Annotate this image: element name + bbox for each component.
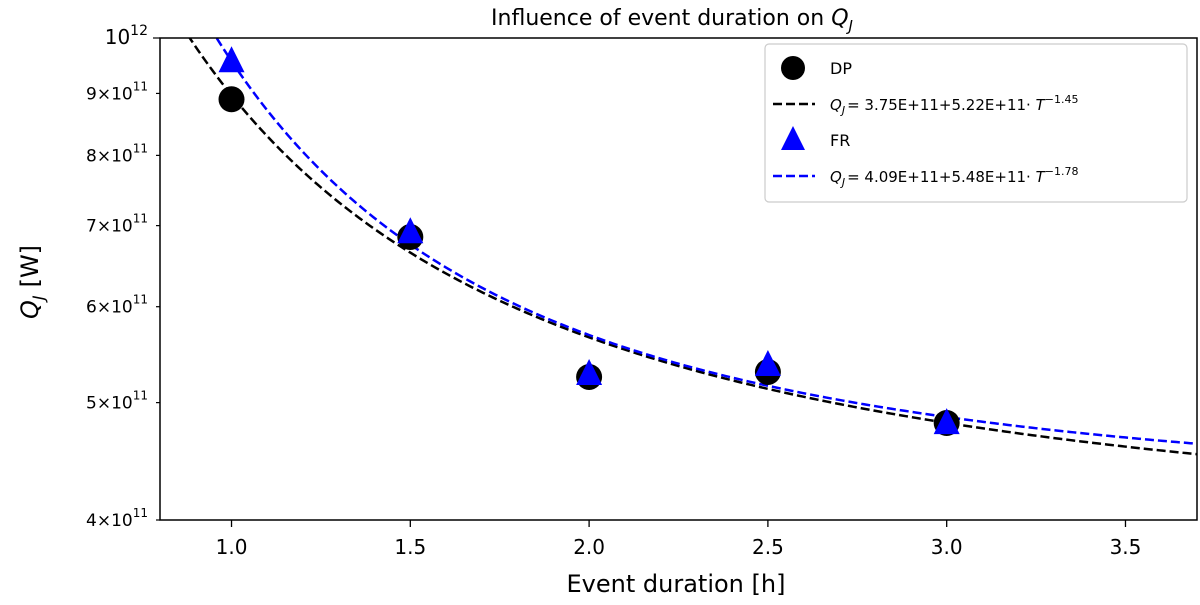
legend-label-dp: DP	[830, 59, 852, 78]
data-point-fr	[754, 350, 781, 377]
y-axis-label: QJ [W]	[16, 245, 48, 319]
legend-box	[764, 43, 1188, 203]
plot-area	[188, 38, 1197, 456]
y-tick-label: 6×1011	[86, 293, 148, 318]
data-point-fr	[218, 46, 245, 73]
chart-title: Influence of event duration on QJ	[491, 6, 853, 35]
chart-title-subscript: J	[846, 17, 853, 35]
chart-title-symbol: Q	[831, 6, 848, 31]
y-tick-label: 4×1011	[86, 506, 148, 531]
x-tick-label: 1.5	[394, 535, 426, 559]
y-tick-label: 7×1011	[86, 212, 148, 237]
legend-marker-fr	[781, 126, 805, 150]
y-tick-label: 9×1011	[86, 79, 148, 104]
legend-fit-label-fr: QJ = 4.09E+11+5.48E+11· T−1.78	[830, 165, 1078, 189]
plot-frame	[159, 37, 1198, 521]
x-tick-label: 2.0	[573, 535, 605, 559]
y-axis-label-subscript: J	[29, 295, 48, 303]
x-tick-label: 3.5	[1110, 535, 1142, 559]
x-tick-label: 3.0	[931, 535, 963, 559]
y-tick-label: 5×1011	[86, 389, 148, 414]
x-axis-label: Event duration [h]	[567, 570, 786, 598]
data-point-dp	[218, 86, 245, 113]
axes: 1.0 1.5 2.0 2.5 3.0 3.5 4×1011 5×1011 6×1011 7×10…	[86, 23, 1198, 559]
y-axis-label-unit: [W]	[16, 245, 44, 287]
x-tick-label: 2.5	[752, 535, 784, 559]
legend-fit-label-dp: QJ = 3.75E+11+5.22E+11· T−1.45	[830, 93, 1078, 117]
data-point-fr	[576, 358, 603, 385]
x-tick-label: 1.0	[216, 535, 248, 559]
data-point-fr	[397, 217, 424, 244]
chart-title-text: Influence of event duration on	[491, 6, 824, 31]
y-tick-label: 1012	[105, 23, 148, 49]
legend-marker-dp	[781, 56, 805, 80]
data-point-fr	[933, 408, 960, 435]
y-axis-label-symbol: Q	[16, 300, 44, 319]
y-tick-label: 8×1011	[86, 141, 148, 166]
legend: DP QJ = 3.75E+11+5.22E+11· T−1.45 FR QJ = 4.0…	[764, 43, 1188, 203]
fit-curve-dp	[188, 38, 1197, 456]
legend-label-fr: FR	[830, 131, 850, 150]
